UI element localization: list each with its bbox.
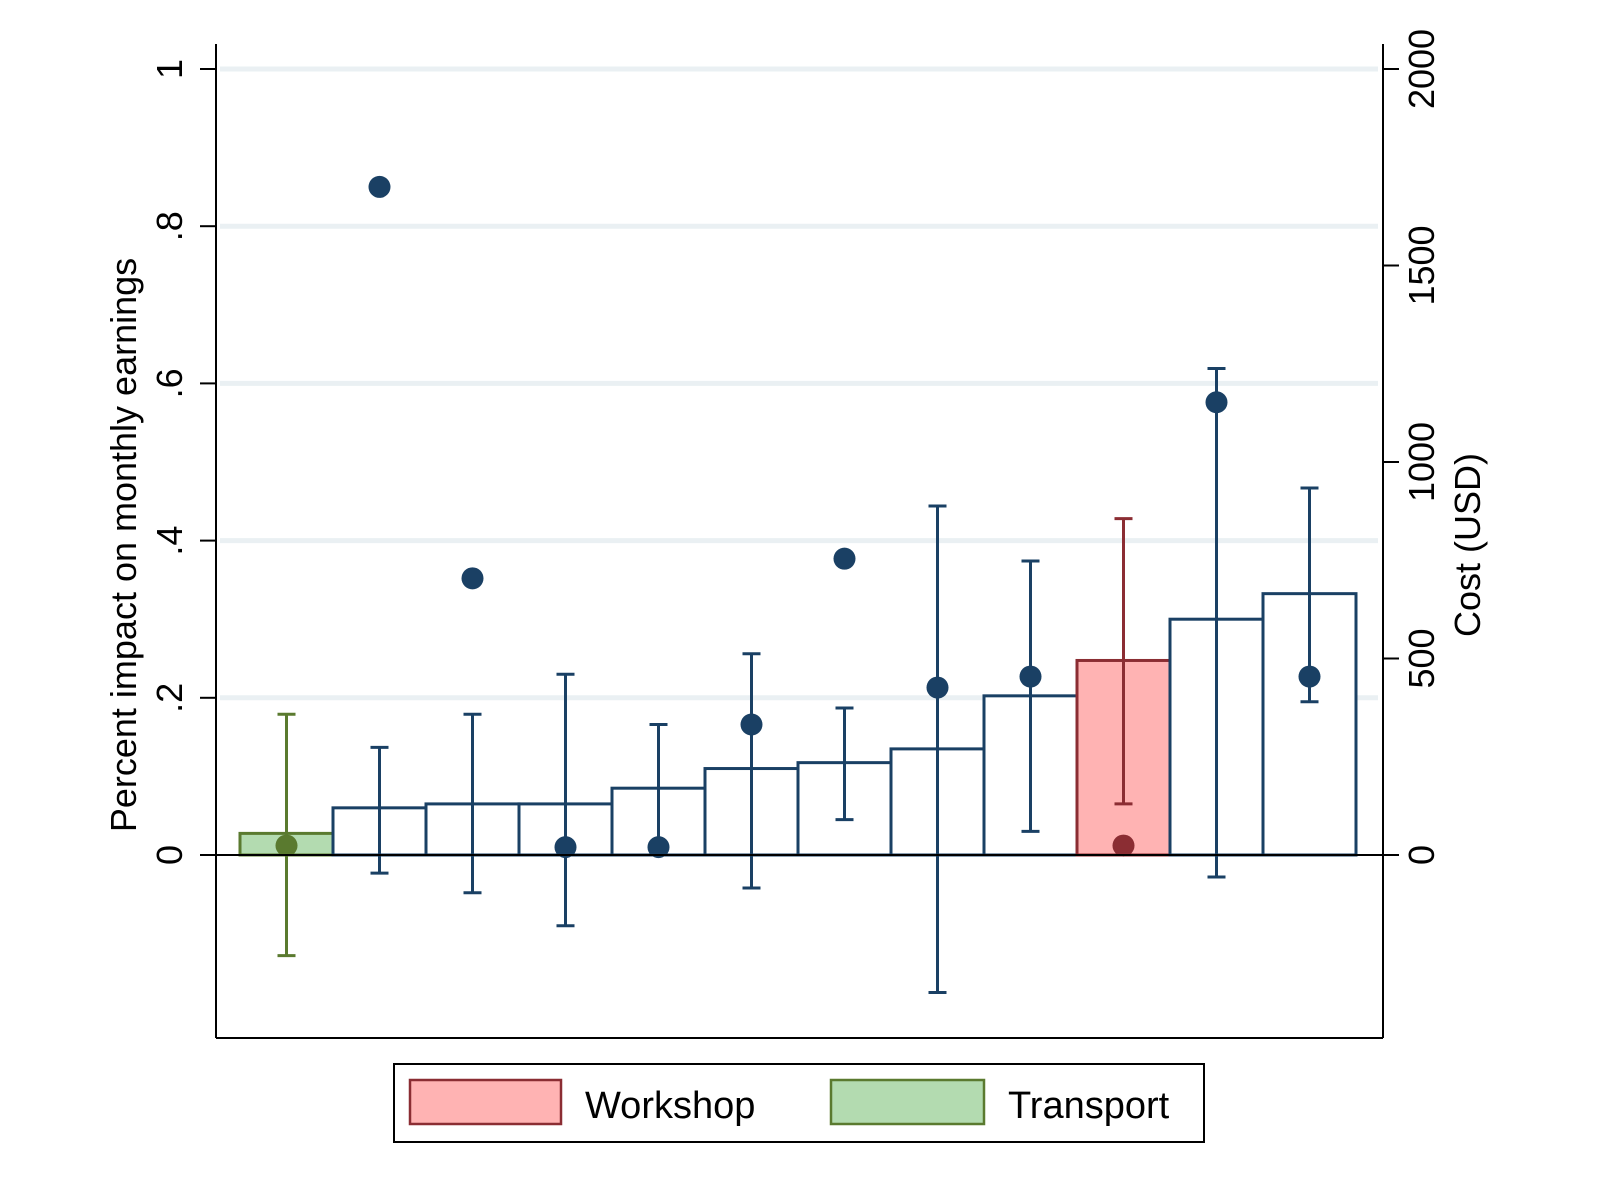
right-axis-title: Cost (USD) xyxy=(1447,453,1488,637)
legend-swatch-workshop xyxy=(408,1078,563,1126)
left-tick-label: .2 xyxy=(149,683,190,713)
legend-label-transport: Transport xyxy=(1008,1085,1170,1127)
legend: Workshop Transport xyxy=(393,1063,1205,1143)
left-tick-label: 0 xyxy=(149,845,190,865)
legend-label-workshop: Workshop xyxy=(585,1085,755,1127)
impact-point xyxy=(926,676,949,699)
impact-point xyxy=(275,834,298,857)
impact-point xyxy=(647,836,670,859)
right-tick-label: 2000 xyxy=(1401,29,1442,109)
right-tick-label: 1500 xyxy=(1401,225,1442,305)
impact-point xyxy=(554,836,577,859)
right-axis-ticks: 0 500 1000 1500 2000 xyxy=(1383,29,1442,865)
impact-point xyxy=(461,567,484,590)
left-tick-label: .6 xyxy=(149,368,190,398)
impact-point xyxy=(1019,665,1042,688)
right-tick-label: 0 xyxy=(1401,845,1442,865)
right-tick-label: 1000 xyxy=(1401,422,1442,502)
left-tick-label: .4 xyxy=(149,526,190,556)
left-axis-ticks: 0 .2 .4 .6 .8 1 xyxy=(149,59,1383,865)
left-axis-title: Percent impact on monthly earnings xyxy=(103,258,144,832)
left-tick-label: .8 xyxy=(149,211,190,241)
impact-point xyxy=(740,713,763,736)
impact-points xyxy=(275,175,1321,859)
legend-swatch-transport xyxy=(829,1078,986,1126)
left-tick-label: 1 xyxy=(149,59,190,79)
impact-point xyxy=(1205,391,1228,414)
impact-point xyxy=(1112,834,1135,857)
impact-point xyxy=(1298,665,1321,688)
right-tick-label: 500 xyxy=(1401,628,1442,688)
impact-point xyxy=(368,175,391,198)
impact-point xyxy=(833,547,856,570)
